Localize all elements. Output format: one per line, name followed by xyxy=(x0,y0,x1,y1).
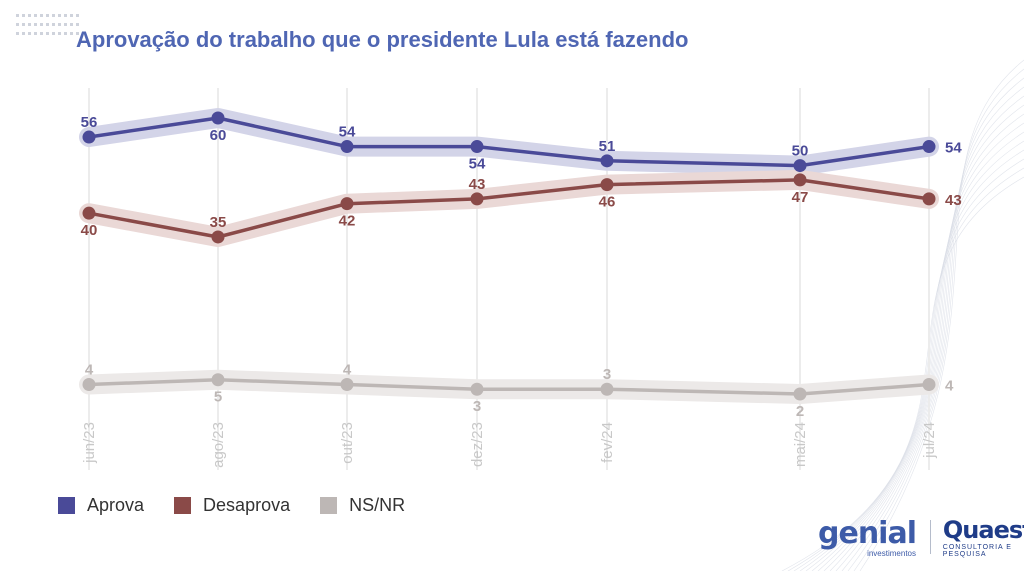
x-tick-label: dez/23 xyxy=(469,422,486,467)
footer-logos: genial investimentos Quaest CONSULTORIA … xyxy=(818,518,1024,558)
point-desaprova xyxy=(922,192,936,206)
legend-item-aprova: Aprova xyxy=(58,495,144,516)
wave-line xyxy=(823,113,1024,571)
quaest-logo: Quaest CONSULTORIA E PESQUISA xyxy=(943,518,1024,558)
wave-line xyxy=(781,176,1024,571)
point-nsnr xyxy=(600,382,614,396)
wave-line xyxy=(835,95,1024,571)
point-desaprova xyxy=(340,197,354,211)
genial-logo-sub: investimentos xyxy=(867,549,916,558)
data-label-aprova: 54 xyxy=(945,140,962,157)
wave-line xyxy=(829,104,1024,571)
wave-line xyxy=(793,158,1024,571)
series-points xyxy=(82,111,936,401)
point-desaprova xyxy=(82,206,96,220)
data-label-nsnr: 3 xyxy=(603,366,611,383)
point-nsnr xyxy=(82,377,96,391)
data-label-aprova: 54 xyxy=(339,124,356,141)
legend-item-desaprova: Desaprova xyxy=(174,495,290,516)
page-title: Aprovação do trabalho que o presidente L… xyxy=(76,27,689,52)
wave-line xyxy=(853,68,1024,571)
data-label-aprova: 56 xyxy=(81,114,98,131)
data-label-aprova: 54 xyxy=(469,156,486,173)
point-desaprova xyxy=(470,192,484,206)
point-aprova xyxy=(211,111,225,125)
wave-line xyxy=(811,131,1024,571)
wave-line xyxy=(859,59,1024,571)
point-aprova xyxy=(600,154,614,168)
data-label-desaprova: 46 xyxy=(599,194,616,211)
x-tick-label: fev/24 xyxy=(599,422,616,463)
data-label-nsnr: 2 xyxy=(796,403,804,420)
wave-line xyxy=(817,122,1024,571)
genial-logo: genial investimentos xyxy=(818,516,917,559)
x-tick-label: jun/23 xyxy=(81,422,98,464)
x-tick-label: jul/24 xyxy=(921,422,938,459)
data-label-aprova: 60 xyxy=(210,127,227,144)
legend: Aprova Desaprova NS/NR xyxy=(58,495,435,516)
point-aprova xyxy=(82,130,96,144)
wave-line xyxy=(841,86,1024,571)
legend-swatch-nsnr xyxy=(320,497,338,514)
point-nsnr xyxy=(340,377,354,391)
legend-label-nsnr: NS/NR xyxy=(349,495,406,515)
x-tick-label: out/23 xyxy=(339,422,356,464)
data-label-desaprova: 42 xyxy=(339,213,356,230)
legend-swatch-desaprova xyxy=(174,497,192,514)
x-tick-label: mai/24 xyxy=(792,422,809,467)
data-label-aprova: 50 xyxy=(792,143,809,160)
data-label-desaprova: 47 xyxy=(792,189,809,206)
data-label-nsnr: 5 xyxy=(214,389,222,406)
data-label-desaprova: 35 xyxy=(210,214,227,231)
point-desaprova xyxy=(793,173,807,187)
wave-line xyxy=(805,140,1024,571)
point-aprova xyxy=(470,140,484,154)
wave-line xyxy=(787,167,1024,571)
data-label-nsnr: 4 xyxy=(85,361,94,378)
data-label-nsnr: 4 xyxy=(343,361,352,378)
x-tick-label: ago/23 xyxy=(210,422,227,468)
data-label-nsnr: 3 xyxy=(473,398,481,415)
point-desaprova xyxy=(600,178,614,192)
point-nsnr xyxy=(211,373,225,387)
genial-logo-name: genial xyxy=(818,516,917,551)
wave-line xyxy=(799,149,1024,571)
legend-swatch-aprova xyxy=(58,497,75,514)
x-axis-ticks: jun/23 ago/23 out/23 dez/23 fev/24 mai/24 jul/… xyxy=(81,422,938,468)
data-label-aprova: 51 xyxy=(599,138,616,155)
data-label-desaprova: 43 xyxy=(945,192,962,209)
quaest-logo-name: Quaest xyxy=(942,516,1024,544)
data-label-desaprova: 40 xyxy=(81,222,98,239)
quaest-logo-sub: CONSULTORIA E PESQUISA xyxy=(942,544,1012,558)
decorative-dots xyxy=(16,14,80,41)
legend-label-desaprova: Desaprova xyxy=(203,495,291,515)
decorative-waves xyxy=(781,59,1024,571)
point-aprova xyxy=(340,140,354,154)
point-nsnr xyxy=(922,377,936,391)
logo-divider xyxy=(930,520,931,554)
wave-line xyxy=(847,77,1024,571)
point-desaprova xyxy=(211,230,225,244)
point-aprova xyxy=(793,159,807,173)
point-aprova xyxy=(922,140,936,154)
point-nsnr xyxy=(470,382,484,396)
legend-label-aprova: Aprova xyxy=(87,495,145,515)
point-nsnr xyxy=(793,387,807,401)
legend-item-nsnr: NS/NR xyxy=(320,495,405,516)
data-label-nsnr: 4 xyxy=(945,377,954,394)
data-label-desaprova: 43 xyxy=(469,176,486,193)
